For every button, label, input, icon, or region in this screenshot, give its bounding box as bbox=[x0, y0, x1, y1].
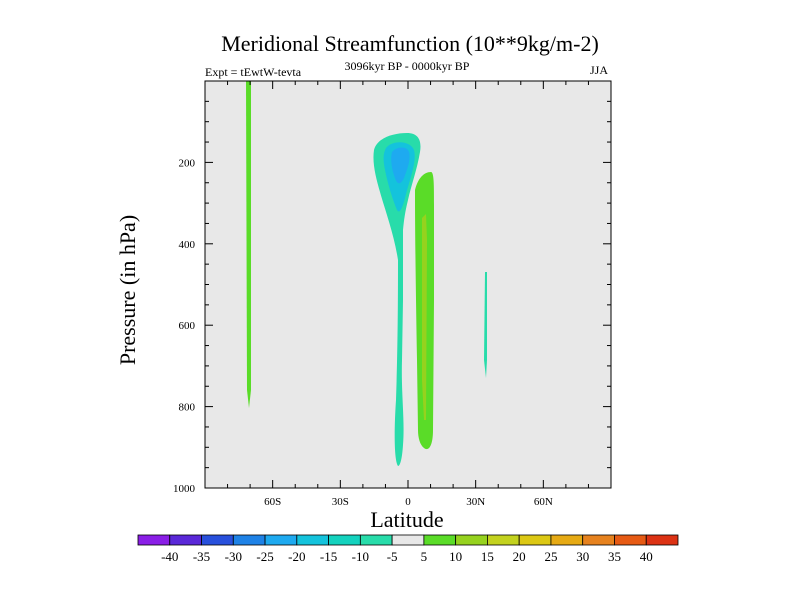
negative-strip-35n bbox=[484, 272, 487, 378]
colorbar-label: -10 bbox=[352, 549, 369, 564]
colorbar-label: -25 bbox=[256, 549, 273, 564]
y-tick-label: 200 bbox=[179, 157, 196, 169]
x-tick-label: 30S bbox=[332, 496, 349, 508]
x-tick-label: 60N bbox=[534, 496, 553, 508]
colorbar-swatch bbox=[137, 534, 171, 546]
colorbar-swatch bbox=[518, 534, 552, 546]
colorbar-label: 35 bbox=[608, 549, 621, 564]
x-tick-label: 0 bbox=[405, 496, 411, 508]
y-tick-label: 600 bbox=[179, 320, 196, 332]
colorbar-swatch bbox=[582, 534, 615, 546]
colorbar-label: -30 bbox=[225, 549, 242, 564]
colorbar-swatch bbox=[614, 534, 647, 546]
colorbar-label: 30 bbox=[576, 549, 589, 564]
colorbar-label: 40 bbox=[640, 549, 653, 564]
time-range-label: 3096kyr BP - 0000kyr BP bbox=[345, 59, 470, 73]
experiment-label: Expt = tEwtW-tevta bbox=[205, 65, 302, 79]
colorbar-swatch bbox=[487, 534, 520, 546]
colorbar-swatch bbox=[264, 534, 298, 546]
colorbar-label: -5 bbox=[387, 549, 398, 564]
colorbar-swatch bbox=[391, 534, 425, 546]
colorbar-label: 10 bbox=[449, 549, 462, 564]
colorbar-swatch bbox=[232, 534, 266, 546]
colorbar-label: -15 bbox=[320, 549, 337, 564]
colorbar-swatch bbox=[201, 534, 234, 546]
colorbar-swatch bbox=[359, 534, 393, 546]
colorbar-swatch bbox=[296, 534, 329, 546]
negative-core-20 bbox=[391, 147, 410, 184]
colorbar-swatch bbox=[423, 534, 457, 546]
positive-strip-70s bbox=[246, 81, 251, 408]
contour-fields bbox=[246, 81, 487, 466]
colorbar: -40 -35 -30 -25 -20 -15 -10 -5 5 10 15 20 25 30 35 40 bbox=[137, 534, 679, 564]
colorbar-label: -20 bbox=[288, 549, 305, 564]
x-axis: 60S 30S 0 30N 60N bbox=[204, 81, 612, 508]
colorbar-swatch bbox=[169, 534, 202, 546]
colorbar-label: 20 bbox=[513, 549, 526, 564]
colorbar-label: 15 bbox=[481, 549, 494, 564]
colorbar-swatch bbox=[645, 534, 679, 546]
colorbar-swatch bbox=[455, 534, 488, 546]
x-tick-label: 60S bbox=[264, 496, 281, 508]
season-label: JJA bbox=[590, 63, 608, 77]
colorbar-label: -40 bbox=[161, 549, 178, 564]
colorbar-swatch bbox=[328, 534, 361, 546]
colorbar-label: 5 bbox=[421, 549, 428, 564]
colorbar-swatch bbox=[550, 534, 584, 546]
positive-strip-15 bbox=[422, 214, 427, 420]
y-axis: 200 400 600 800 1000 bbox=[173, 80, 611, 495]
y-tick-label: 800 bbox=[179, 402, 196, 414]
y-axis-label: Pressure (in hPa) bbox=[115, 215, 140, 365]
x-axis-label: Latitude bbox=[370, 507, 443, 532]
colorbar-label: 25 bbox=[544, 549, 557, 564]
y-tick-label: 1000 bbox=[173, 483, 196, 495]
y-tick-label: 400 bbox=[179, 239, 196, 251]
x-tick-label: 30N bbox=[466, 496, 485, 508]
chart-title: Meridional Streamfunction (10**9kg/m-2) bbox=[221, 31, 599, 56]
colorbar-label: -35 bbox=[193, 549, 210, 564]
